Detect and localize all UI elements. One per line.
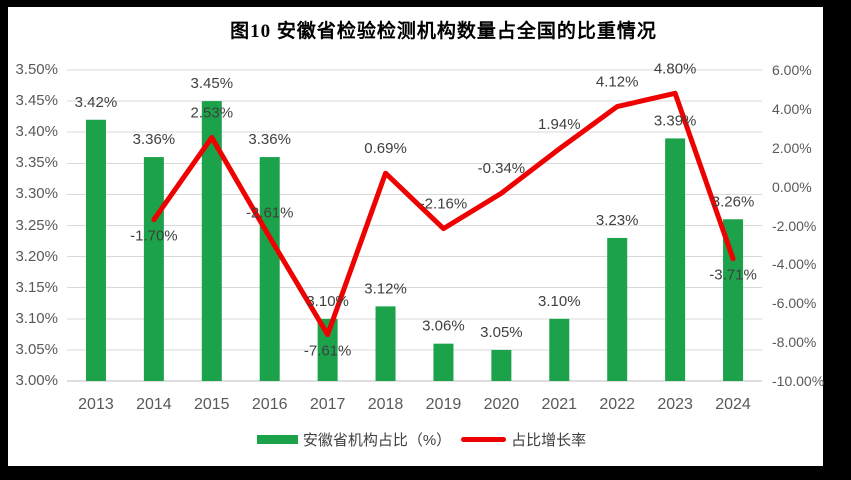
left-axis-tick-label: 3.00% (15, 372, 58, 389)
legend-label-line-series: 占比增长率 (511, 431, 587, 449)
bar-data-label: 3.05% (480, 324, 523, 341)
growth-rate-line (151, 90, 736, 338)
line-data-label: -2.61% (246, 204, 294, 221)
x-axis-label-2022: 2022 (599, 396, 635, 413)
legend-label-bar-series: 安徽省机构占比（%） (302, 431, 452, 449)
right-axis-tick-label: -8.00% (772, 334, 817, 351)
bar-data-label: 3.06% (422, 318, 465, 335)
left-axis-tick-label: 3.30% (15, 185, 58, 203)
bar-data-label: 3.45% (191, 75, 234, 92)
line-data-label: 4.12% (596, 74, 639, 91)
right-axis-tick-label: 0.00% (772, 178, 812, 195)
x-axis-label-2014: 2014 (136, 396, 172, 413)
bar-data-label: 3.10% (306, 293, 349, 310)
bar-2019 (433, 343, 454, 381)
right-axis-tick-label: 6.00% (772, 62, 812, 78)
bar-2014 (143, 157, 164, 381)
left-axis-tick-label: 3.25% (15, 216, 58, 234)
left-axis-tick-label: 3.10% (15, 309, 58, 327)
x-axis-label-2023: 2023 (657, 396, 693, 413)
line-data-label: -1.70% (130, 228, 178, 245)
bar-2018 (375, 306, 396, 381)
line-data-label: 1.94% (538, 116, 581, 133)
right-axis-tick-label: -6.00% (772, 295, 817, 312)
bar-2023 (665, 138, 686, 381)
bar-2024 (723, 219, 744, 381)
x-axis-label-2013: 2013 (78, 396, 114, 413)
x-axis-label-2020: 2020 (483, 396, 520, 413)
left-axis-tick-label: 3.50% (15, 61, 58, 78)
plot-area: 3.42% 3.36% 3.45% 3.36% 3.10% 3.12% 3.06% 3.05%… (67, 60, 762, 382)
x-axis-label-2024: 2024 (715, 396, 751, 413)
right-axis-tick-label: 2.00% (772, 139, 812, 156)
bar-data-label: 3.23% (596, 212, 639, 229)
bar-2020 (491, 349, 512, 381)
bar-2013 (85, 119, 106, 381)
left-axis-tick-label: 3.45% (15, 92, 58, 110)
x-axis-label-2019: 2019 (425, 396, 462, 413)
bar-2016 (259, 157, 280, 381)
right-axis-tick-label: -10.00% (772, 373, 825, 389)
line-data-label: -0.34% (478, 160, 526, 177)
line-data-label: -3.71% (709, 267, 757, 284)
bar-data-label: 3.36% (248, 131, 291, 148)
legend-item-line-series: 占比增长率 (461, 429, 586, 450)
bar-2021 (549, 318, 570, 381)
chart-frame: 图10 安徽省检验检测机构数量占全国的比重情况 3.50% 3.45% 3.40% 3… (8, 7, 824, 466)
x-axis-label-2017: 2017 (309, 396, 346, 413)
left-axis-tick-label: 3.20% (15, 247, 58, 265)
bar-data-label: 3.26% (712, 193, 755, 210)
x-axis-label-2015: 2015 (193, 396, 230, 413)
bar-data-label: 3.10% (538, 293, 581, 310)
bar-2015 (201, 101, 222, 381)
x-axis-label-2016: 2016 (251, 396, 288, 413)
line-data-label: 0.69% (364, 140, 407, 157)
left-axis-tick-label: 3.05% (15, 340, 58, 358)
left-axis-tick-label: 3.40% (15, 123, 58, 141)
legend-item-bar-series: 安徽省机构占比（%） (256, 429, 452, 450)
x-axis-label-2021: 2021 (541, 396, 578, 413)
right-axis-tick-label: -4.00% (772, 256, 817, 273)
line-data-label: -7.61% (304, 343, 352, 360)
x-axis-label-2018: 2018 (367, 396, 404, 413)
line-data-label: 4.80% (654, 60, 697, 77)
right-axis-tick-label: 4.00% (772, 100, 812, 117)
left-axis: 3.50% 3.45% 3.40% 3.35% 3.30% 3.25% 3.20% 3.15%… (8, 7, 58, 466)
bar-data-label: 3.12% (364, 280, 407, 297)
bar-data-label: 3.39% (654, 112, 697, 129)
left-axis-tick-label: 3.35% (15, 154, 58, 172)
bar-swatch-icon (256, 434, 298, 444)
bar-data-label: 3.36% (133, 131, 176, 148)
right-axis-tick-label: -2.00% (772, 217, 817, 234)
legend: 安徽省机构占比（%） 占比增长率 (20, 428, 823, 450)
line-swatch-icon (461, 436, 507, 442)
left-axis-tick-label: 3.15% (15, 278, 58, 296)
right-axis: 6.00% 4.00% 2.00% 0.00% -2.00% -4.00% -6.00% -8… (772, 7, 832, 466)
chart-title: 图10 安徽省检验检测机构数量占全国的比重情况 (230, 21, 657, 42)
line-data-label: -2.16% (420, 196, 468, 213)
line-data-label: 2.53% (191, 104, 234, 121)
bar-2022 (607, 237, 628, 381)
bar-data-label: 3.42% (75, 94, 118, 111)
bar-2017 (317, 318, 338, 381)
